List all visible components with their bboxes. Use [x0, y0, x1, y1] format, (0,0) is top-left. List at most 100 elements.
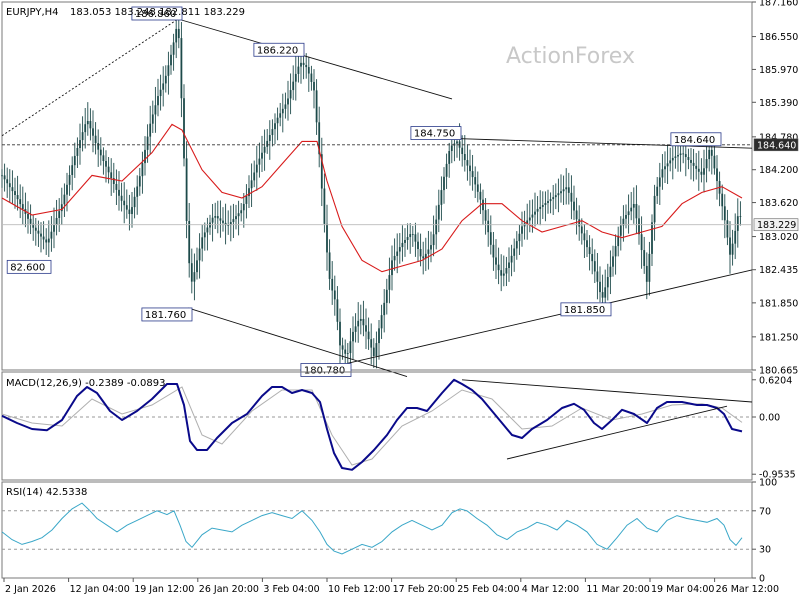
candle-body — [105, 160, 107, 167]
candle-body — [274, 123, 276, 130]
candle-body — [346, 353, 349, 354]
candle-body — [128, 209, 131, 215]
candle-body — [385, 289, 388, 303]
candle-body — [170, 54, 172, 66]
candle-body — [292, 81, 295, 91]
candle-body — [570, 192, 573, 202]
x-tick-label: 17 Feb 20:00 — [393, 584, 455, 595]
candle-body — [575, 210, 578, 220]
candle-body — [679, 153, 682, 155]
candle-body — [250, 180, 253, 189]
candle-body — [268, 135, 271, 141]
candle-body — [565, 187, 568, 190]
candle-body — [183, 98, 185, 159]
candle-body — [224, 222, 227, 226]
candle-body — [513, 248, 516, 256]
candle-body — [614, 246, 617, 257]
candle-body — [731, 243, 734, 255]
candle-body — [21, 204, 24, 209]
candle-body — [276, 117, 279, 124]
candle-body — [713, 155, 716, 169]
candle-body — [73, 155, 76, 166]
candle-body — [666, 163, 669, 167]
candle-body — [305, 64, 308, 68]
candle-body — [414, 234, 417, 242]
candle-body — [422, 256, 425, 259]
rsi-title: RSI(14) 42.5338 — [6, 487, 87, 498]
candle-body — [131, 207, 133, 215]
candle-body — [245, 196, 248, 204]
candle-body — [237, 213, 240, 217]
candle-body — [500, 270, 503, 276]
candle-body — [450, 145, 453, 152]
candle-body — [45, 239, 48, 243]
candle-body — [705, 159, 708, 169]
candle-body — [297, 66, 300, 74]
candle-body — [484, 210, 487, 221]
candle-body — [651, 222, 653, 254]
candle-body — [482, 199, 484, 211]
x-tick-label: 4 Mar 12:00 — [522, 584, 579, 595]
candle-body — [138, 176, 141, 187]
candle-body — [211, 217, 214, 223]
candle-body — [331, 278, 334, 291]
y-tick-label: 70 — [759, 506, 771, 517]
candle-body — [279, 113, 282, 118]
candle-body — [352, 331, 354, 342]
candle-body — [518, 233, 521, 242]
candle-body — [430, 245, 432, 250]
candle-body — [50, 231, 53, 239]
price-label-box — [141, 307, 193, 322]
candle-body — [645, 265, 648, 282]
candle-body — [383, 302, 386, 316]
y-tick-label: 180.665 — [759, 366, 798, 377]
price-label: 186.860 — [135, 9, 176, 20]
rsi-panel: 100 70 30 0 — [1, 478, 777, 585]
candle-body — [27, 213, 29, 219]
macd-title: MACD(12,26,9) -0.2389 -0.0893 — [6, 378, 166, 389]
candle-body — [492, 244, 495, 258]
candle-body — [526, 220, 529, 224]
candle-body — [333, 290, 336, 300]
candle-body — [690, 159, 692, 163]
candle-body — [378, 328, 380, 344]
price-label: 186.220 — [257, 45, 298, 56]
candle-body — [81, 132, 84, 141]
candle-body — [232, 219, 235, 223]
candle-body — [307, 67, 310, 74]
candle-body — [521, 226, 523, 234]
candle-body — [622, 218, 625, 226]
x-tick-label: 26 Jan 20:00 — [199, 584, 259, 595]
candle-body — [196, 260, 198, 273]
candle-body — [370, 339, 373, 348]
x-tick-label: 2 Jan 2026 — [5, 584, 56, 595]
trendline — [177, 18, 453, 100]
candle-body — [474, 177, 477, 185]
trendline — [1, 18, 179, 137]
candle-body — [557, 193, 560, 196]
candle-body — [206, 227, 209, 233]
time-axis: 2 Jan 2026 12 Jan 04:00 19 Jan 12:00 26 Jan… — [3, 578, 779, 595]
candle-body — [68, 174, 71, 185]
candle-body — [445, 163, 448, 177]
price-label-box — [300, 363, 352, 377]
price-label: 82.600 — [10, 262, 45, 273]
candle-body — [401, 242, 404, 248]
candle-body — [578, 219, 581, 227]
y-tick-label: 187.160 — [759, 0, 798, 9]
candle-body — [716, 168, 718, 182]
candle-body — [609, 266, 612, 278]
candle-body — [34, 227, 37, 231]
candle-body — [692, 162, 695, 166]
candle-body — [495, 257, 497, 265]
candle-body — [406, 237, 409, 240]
candle-body — [640, 234, 643, 251]
candle-body — [253, 172, 256, 181]
candle-body — [123, 200, 126, 206]
candle-body — [8, 183, 11, 188]
candle-body — [502, 273, 505, 276]
price-axis-badge-label: 184.640 — [757, 140, 796, 151]
candle-body — [638, 218, 640, 235]
price-axis-badge-label: 183.229 — [757, 220, 796, 231]
candle-body — [664, 166, 666, 170]
